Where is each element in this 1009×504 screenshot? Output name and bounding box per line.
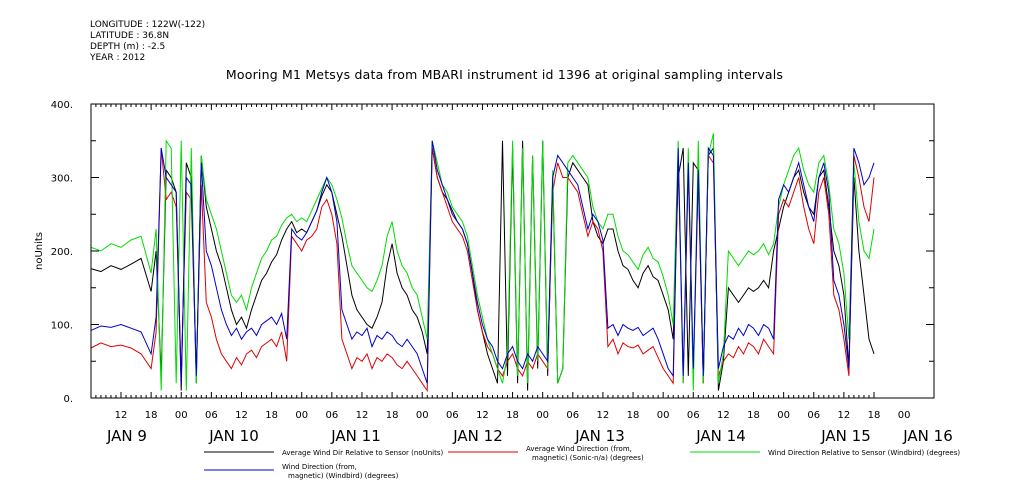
legend-label-4: Wind Direction (from, bbox=[282, 463, 357, 471]
x-tick-label: 18 bbox=[145, 410, 158, 421]
legend-label-3: Wind Direction Relative to Sensor (Windb… bbox=[768, 449, 960, 457]
x-day-label: JAN 15 bbox=[820, 427, 871, 445]
x-day-label: JAN 16 bbox=[902, 427, 953, 445]
dataset-metadata: LONGITUDE : 122W(-122) LATITUDE : 36.8N … bbox=[90, 20, 205, 64]
x-tick-label: 00 bbox=[295, 410, 308, 421]
y-axis-label: noUnits bbox=[34, 232, 45, 270]
x-tick-label: 18 bbox=[747, 410, 760, 421]
x-tick-label: 18 bbox=[506, 410, 519, 421]
year-text: YEAR : 2012 bbox=[90, 53, 146, 63]
legend-label-4-cont: magnetic) (Windbird) (degrees) bbox=[288, 472, 399, 480]
x-tick-label: 12 bbox=[838, 410, 851, 421]
x-tick-label: 12 bbox=[356, 410, 369, 421]
x-tick-label: 18 bbox=[627, 410, 640, 421]
y-tick-label: 300. bbox=[51, 174, 73, 185]
x-day-label: JAN 14 bbox=[695, 427, 746, 445]
y-tick-label: 400. bbox=[51, 100, 73, 111]
x-tick-label: 00 bbox=[175, 410, 188, 421]
series-line-3 bbox=[90, 133, 875, 391]
x-tick-label: 06 bbox=[325, 410, 338, 421]
x-tick-label: 00 bbox=[777, 410, 790, 421]
x-day-label: JAN 12 bbox=[452, 427, 503, 445]
y-tick-label: 200. bbox=[51, 247, 73, 258]
y-tick-label: 0. bbox=[63, 394, 73, 405]
x-day-label: JAN 10 bbox=[208, 427, 259, 445]
x-day-label: JAN 13 bbox=[574, 427, 625, 445]
x-tick-label: 00 bbox=[536, 410, 549, 421]
x-tick-label: 06 bbox=[446, 410, 459, 421]
x-tick-label: 06 bbox=[205, 410, 218, 421]
chart-title: Mooring M1 Metsys data from MBARI instru… bbox=[225, 67, 784, 82]
legend-label-2: Average Wind Direction (from, bbox=[526, 445, 632, 453]
legend-label-2-cont: magnetic) (Sonic-n/a) (degrees) bbox=[532, 454, 644, 462]
x-day-label: JAN 9 bbox=[106, 427, 147, 445]
y-tick-label: 100. bbox=[51, 321, 73, 332]
legend: Average Wind Dir Relative to Sensor (noU… bbox=[204, 445, 960, 480]
x-tick-label: 18 bbox=[868, 410, 881, 421]
x-tick-label: 06 bbox=[687, 410, 700, 421]
x-tick-label: 12 bbox=[476, 410, 489, 421]
series-line-1 bbox=[90, 140, 875, 391]
x-tick-label: 00 bbox=[898, 410, 911, 421]
longitude-text: LONGITUDE : 122W(-122) bbox=[90, 20, 206, 30]
x-day-label: JAN 11 bbox=[330, 427, 381, 445]
x-tick-label: 12 bbox=[115, 410, 128, 421]
legend-label-1: Average Wind Dir Relative to Sensor (noU… bbox=[282, 449, 443, 457]
depth-text: DEPTH (m) : -2.5 bbox=[90, 42, 166, 52]
x-tick-label: 00 bbox=[657, 410, 670, 421]
axis-layer: 12 18 00 06 12 18 00 06 12 18 00 06 12 18 00 06 12 18 00 06… bbox=[51, 100, 953, 445]
latitude-text: LATITUDE : 36.8N bbox=[90, 31, 170, 41]
series-line-4 bbox=[90, 140, 875, 384]
x-tick-label: 00 bbox=[416, 410, 429, 421]
x-tick-label: 18 bbox=[265, 410, 278, 421]
x-tick-label: 12 bbox=[717, 410, 730, 421]
x-tick-label: 12 bbox=[597, 410, 610, 421]
x-tick-label: 18 bbox=[386, 410, 399, 421]
x-tick-label: 12 bbox=[235, 410, 248, 421]
x-tick-label: 06 bbox=[807, 410, 820, 421]
series-layer bbox=[90, 133, 875, 393]
x-tick-label: 06 bbox=[566, 410, 579, 421]
series-line-2 bbox=[90, 148, 875, 393]
